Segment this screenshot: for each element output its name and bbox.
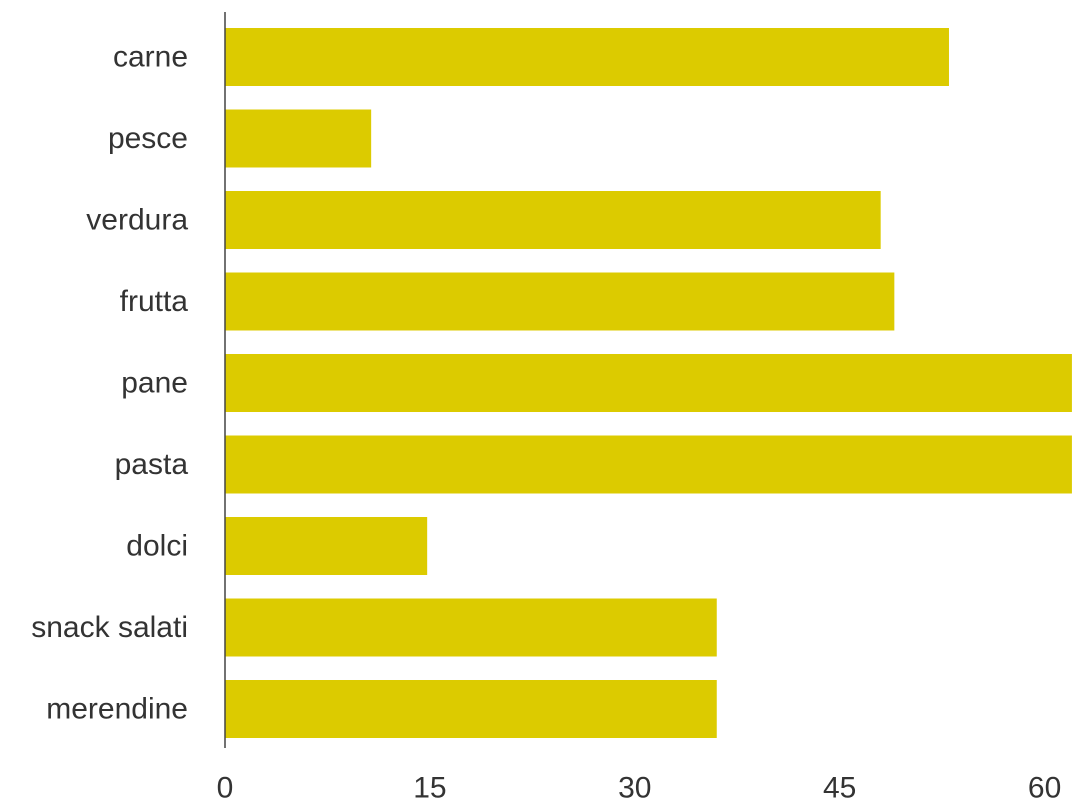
x-tick-label-30: 30 — [618, 772, 651, 805]
category-label-pesce: pesce — [108, 122, 188, 155]
bar-dolci — [225, 517, 428, 575]
category-label-snack-salati: snack salati — [31, 611, 188, 644]
category-label-pasta: pasta — [115, 448, 189, 481]
x-tick-label-0: 0 — [217, 772, 234, 805]
bar-pasta — [225, 435, 1072, 494]
bar-pesce — [225, 109, 372, 168]
bar-verdura — [225, 191, 881, 249]
category-label-merendine: merendine — [46, 693, 188, 726]
category-label-frutta: frutta — [120, 285, 189, 318]
category-label-verdura: verdura — [86, 204, 188, 237]
category-labels: carne pesce verdura frutta pane pasta dolci sna… — [31, 41, 188, 726]
x-tick-label-60: 60 — [1028, 772, 1061, 805]
bar-carne — [225, 28, 949, 86]
x-tick-labels: 0 15 30 45 60 — [217, 772, 1062, 805]
bar-snack-salati — [225, 598, 717, 657]
category-label-dolci: dolci — [126, 530, 188, 563]
bar-frutta — [225, 272, 895, 331]
bar-pane — [225, 354, 1072, 412]
x-tick-label-15: 15 — [413, 772, 446, 805]
bars-layer — [225, 28, 1072, 738]
category-label-carne: carne — [113, 41, 188, 74]
bar-merendine — [225, 680, 717, 738]
category-label-pane: pane — [121, 367, 188, 400]
x-tick-label-45: 45 — [823, 772, 856, 805]
